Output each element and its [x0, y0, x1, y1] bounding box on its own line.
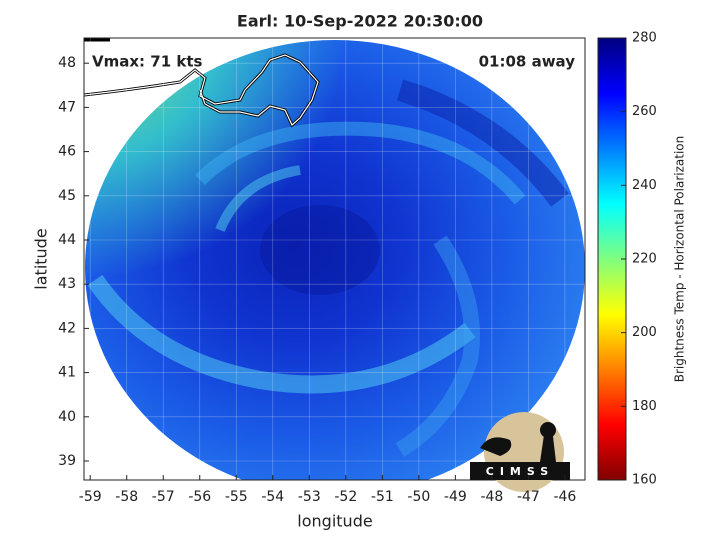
colorbar-tick-label: 240 — [632, 178, 657, 193]
x-tick-label: -49 — [444, 489, 467, 505]
y-tick-label: 43 — [58, 276, 76, 292]
y-tick-label: 42 — [58, 320, 76, 336]
colorbar-tick-label: 200 — [632, 325, 657, 340]
x-tick-label: -56 — [188, 489, 211, 505]
logo-text: CIMSS — [486, 465, 554, 478]
x-tick-label: -58 — [115, 489, 138, 505]
y-tick-label: 46 — [58, 144, 76, 160]
y-tick-label: 40 — [58, 409, 76, 425]
y-tick-label: 39 — [58, 453, 76, 469]
chart-title: Earl: 10-Sep-2022 20:30:00 — [237, 12, 483, 31]
y-tick-label: 44 — [58, 232, 76, 248]
y-tick-label: 48 — [58, 55, 76, 71]
x-tick-label: -53 — [298, 489, 321, 505]
colorbar-tick-label: 220 — [632, 252, 657, 267]
y-tick-label: 47 — [58, 99, 76, 115]
annotation: 01:08 away — [479, 53, 576, 71]
y-tick-label: 41 — [58, 365, 76, 381]
colorbar-tick-label: 180 — [632, 399, 657, 414]
x-tick-label: -57 — [152, 489, 175, 505]
x-tick-label: -46 — [553, 489, 576, 505]
colorbar-tick-label: 160 — [632, 473, 657, 488]
imagery — [84, 38, 585, 480]
annotation: Vmax: 71 kts — [92, 53, 202, 71]
x-tick-label: -51 — [371, 489, 394, 505]
colorbar-label: Brightness Temp - Horizontal Polarizatio… — [673, 136, 687, 383]
x-tick-label: -55 — [225, 489, 248, 505]
colorbar-tick-label: 280 — [632, 31, 657, 46]
y-axis-label: latitude — [32, 228, 51, 289]
x-tick-label: -48 — [480, 489, 503, 505]
x-tick-label: -59 — [79, 489, 102, 505]
x-tick-label: -54 — [261, 489, 284, 505]
x-tick-label: -47 — [517, 489, 540, 505]
x-axis-label: longitude — [297, 512, 372, 531]
plot-frame — [83, 37, 586, 481]
x-tick-label: -50 — [407, 489, 430, 505]
logo: CIMSS — [470, 412, 570, 492]
y-tick-label: 45 — [58, 188, 76, 204]
x-tick-label: -52 — [334, 489, 357, 505]
colorbar-tick-label: 260 — [632, 104, 657, 119]
